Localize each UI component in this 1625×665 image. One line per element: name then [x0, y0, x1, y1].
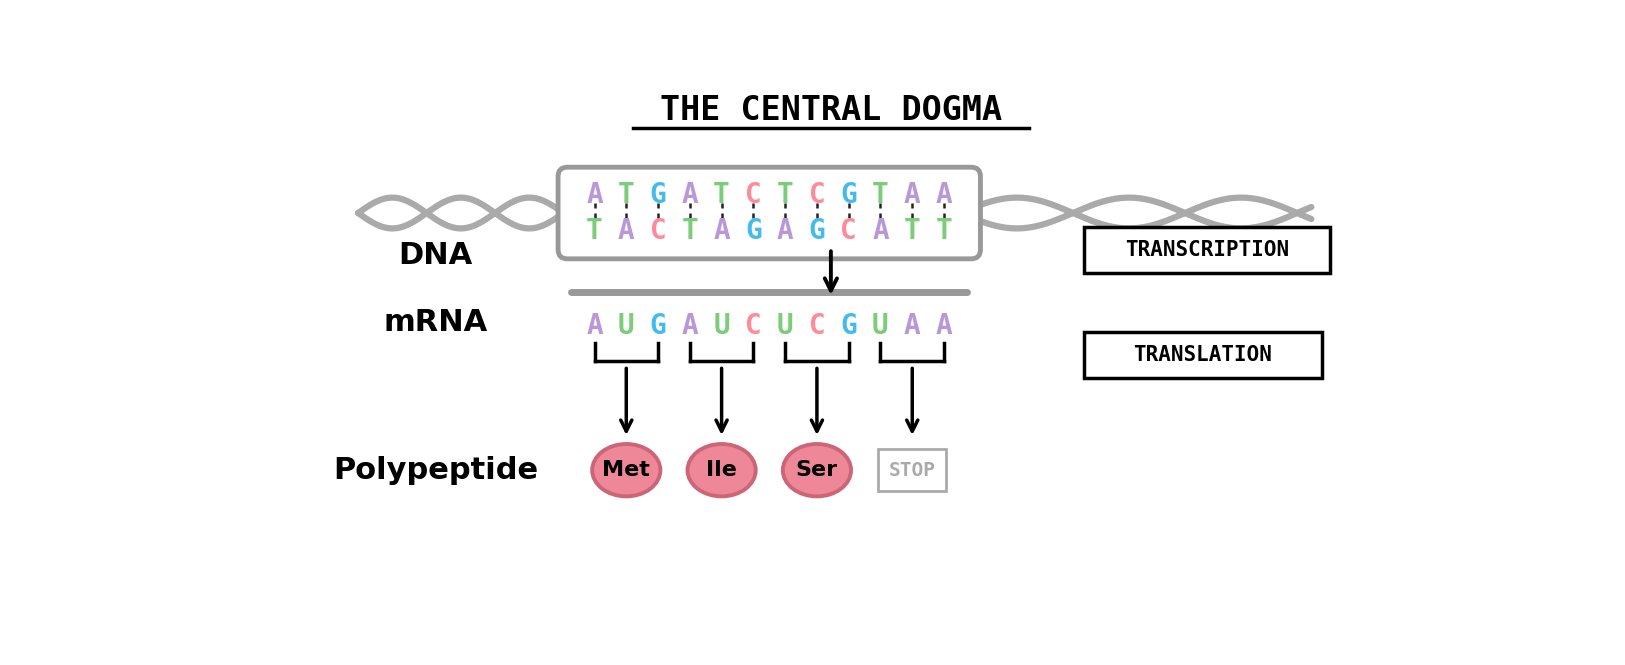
FancyBboxPatch shape: [878, 450, 946, 491]
Text: TRANSLATION: TRANSLATION: [1134, 344, 1272, 364]
Text: U: U: [713, 312, 730, 340]
FancyBboxPatch shape: [1084, 332, 1323, 378]
Text: T: T: [713, 181, 730, 209]
Text: T: T: [777, 181, 793, 209]
Text: A: A: [587, 312, 603, 340]
Text: DNA: DNA: [398, 241, 473, 270]
Text: mRNA: mRNA: [384, 308, 488, 337]
Text: C: C: [809, 181, 826, 209]
Text: C: C: [650, 217, 666, 245]
Text: G: G: [809, 217, 826, 245]
Text: A: A: [681, 312, 699, 340]
Text: A: A: [618, 217, 635, 245]
Text: U: U: [618, 312, 635, 340]
Text: T: T: [587, 217, 603, 245]
Text: T: T: [873, 181, 889, 209]
Text: Ile: Ile: [707, 460, 738, 480]
FancyBboxPatch shape: [557, 167, 980, 259]
Text: A: A: [936, 181, 952, 209]
Text: A: A: [713, 217, 730, 245]
Text: C: C: [840, 217, 856, 245]
Text: T: T: [681, 217, 699, 245]
Text: G: G: [744, 217, 762, 245]
Text: C: C: [744, 312, 762, 340]
Text: C: C: [809, 312, 826, 340]
Text: A: A: [904, 312, 921, 340]
Text: C: C: [744, 181, 762, 209]
FancyBboxPatch shape: [1084, 227, 1329, 273]
Text: Polypeptide: Polypeptide: [333, 456, 538, 485]
Text: A: A: [936, 312, 952, 340]
Text: T: T: [936, 217, 952, 245]
Text: G: G: [840, 181, 856, 209]
Text: A: A: [681, 181, 699, 209]
Text: A: A: [587, 181, 603, 209]
Text: G: G: [650, 312, 666, 340]
Text: A: A: [904, 181, 921, 209]
Ellipse shape: [592, 444, 660, 496]
Text: G: G: [650, 181, 666, 209]
Text: A: A: [777, 217, 793, 245]
Text: U: U: [873, 312, 889, 340]
Text: T: T: [904, 217, 921, 245]
Text: THE CENTRAL DOGMA: THE CENTRAL DOGMA: [660, 94, 1003, 127]
Text: G: G: [840, 312, 856, 340]
Ellipse shape: [687, 444, 756, 496]
Text: U: U: [777, 312, 793, 340]
Text: T: T: [618, 181, 635, 209]
Text: TRANSCRIPTION: TRANSCRIPTION: [1124, 240, 1289, 260]
Text: A: A: [873, 217, 889, 245]
Text: STOP: STOP: [889, 461, 936, 479]
Text: Ser: Ser: [796, 460, 838, 480]
Ellipse shape: [783, 444, 852, 496]
Text: Met: Met: [603, 460, 650, 480]
